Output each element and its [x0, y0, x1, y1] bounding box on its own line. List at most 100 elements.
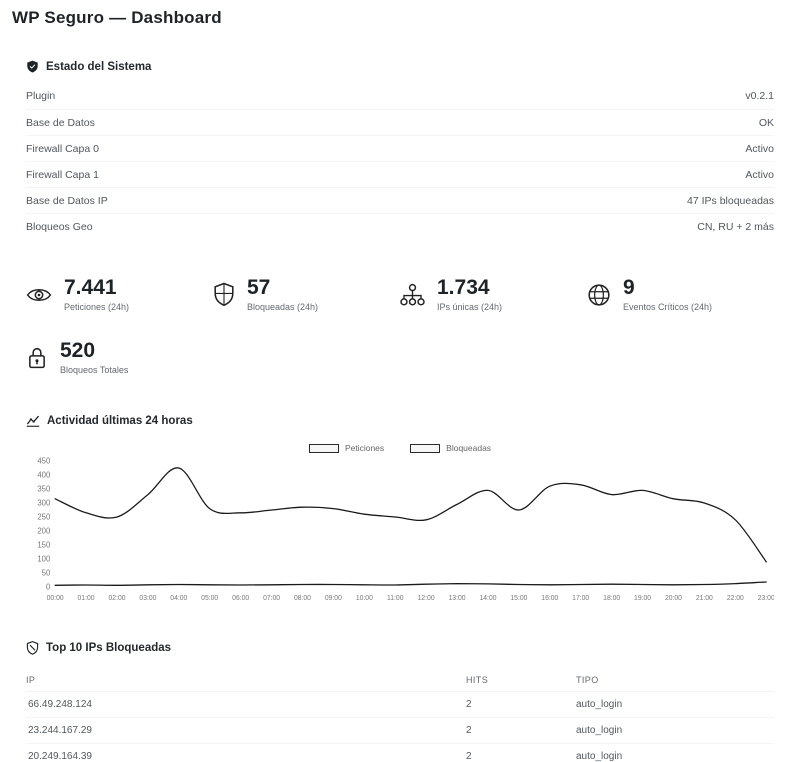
- status-label: Base de Datos IP: [26, 194, 108, 207]
- cell-ip: 20.249.164.39: [28, 751, 92, 762]
- svg-text:05:00: 05:00: [201, 595, 218, 602]
- stat-value: 520: [60, 339, 96, 363]
- stat-card-requests: 7.441 Peticiones (24h): [26, 276, 213, 313]
- stat-value: 57: [247, 276, 271, 299]
- svg-text:300: 300: [37, 498, 51, 507]
- stat-value: 7.441: [64, 276, 117, 299]
- status-label: Plugin: [26, 90, 56, 102]
- svg-text:200: 200: [37, 526, 51, 535]
- svg-text:04:00: 04:00: [170, 595, 187, 602]
- status-row-database: Base de Datos OK: [26, 109, 774, 135]
- blocked-ips-title: Top 10 IPs Bloqueadas: [46, 642, 172, 655]
- svg-text:13:00: 13:00: [449, 595, 466, 602]
- stat-label: Peticiones (24h): [64, 302, 130, 313]
- status-value: OK: [758, 116, 774, 129]
- legend-item-peticiones[interactable]: Peticiones: [308, 443, 385, 454]
- svg-text:350: 350: [37, 484, 51, 493]
- table-header-row: IP HITS TIPO: [26, 669, 774, 691]
- shield-ban-icon: [26, 641, 39, 655]
- eye-icon: [26, 284, 52, 306]
- svg-text:09:00: 09:00: [325, 595, 342, 602]
- status-row-firewall-l0: Firewall Capa 0 Activo: [26, 135, 774, 161]
- svg-text:08:00: 08:00: [294, 595, 311, 602]
- status-row-plugin: Plugin v0.2.1: [26, 83, 774, 109]
- svg-text:01:00: 01:00: [78, 595, 95, 602]
- svg-text:100: 100: [37, 554, 51, 563]
- stat-card-blocked: 57 Bloqueadas (24h): [213, 276, 400, 313]
- status-rows: Plugin v0.2.1 Base de Datos OK Firewall …: [26, 83, 774, 239]
- status-value: CN, RU + 2 más: [697, 220, 774, 233]
- cell-tipo: auto_login: [576, 699, 623, 711]
- status-value: 47 IPs bloqueadas: [687, 194, 774, 207]
- globe-icon: [587, 283, 611, 307]
- status-label: Firewall Capa 0: [26, 142, 99, 155]
- svg-text:450: 450: [37, 456, 51, 465]
- chart-area: 0 50 100 150 200 250 300 350 400 450 00:00 01:00 02:…: [26, 455, 774, 607]
- cell-ip: 66.49.248.124: [28, 699, 92, 711]
- page-title: WP Seguro — Dashboard: [12, 8, 222, 27]
- status-row-ip-database: Base de Datos IP 47 IPs bloqueadas: [26, 187, 774, 213]
- svg-text:20:00: 20:00: [665, 595, 682, 602]
- status-label: Base de Datos: [26, 116, 95, 129]
- lock-icon: [26, 345, 48, 370]
- blocked-ips-header: Top 10 IPs Bloqueadas: [26, 641, 774, 655]
- chart-legend: Peticiones Bloqueadas: [26, 443, 774, 453]
- svg-text:21:00: 21:00: [696, 595, 713, 602]
- legend-label: Peticiones: [344, 443, 385, 454]
- cell-hits: 2: [466, 699, 472, 711]
- col-header-hits: HITS: [466, 675, 489, 686]
- svg-text:150: 150: [37, 540, 51, 549]
- cell-tipo: auto_login: [576, 751, 623, 762]
- svg-text:23:00: 23:00: [758, 595, 774, 602]
- stats-grid: 7.441 Peticiones (24h) 57 Bloqueadas (24…: [12, 276, 788, 376]
- system-status-panel: Estado del Sistema Plugin v0.2.1 Base de…: [12, 60, 788, 239]
- svg-text:19:00: 19:00: [634, 595, 651, 602]
- line-chart-icon: [26, 415, 40, 427]
- svg-text:02:00: 02:00: [109, 595, 126, 602]
- stat-card-critical-events: 9 Eventos Críticos (24h): [587, 276, 774, 313]
- status-value: Activo: [745, 168, 774, 181]
- svg-text:17:00: 17:00: [572, 595, 589, 602]
- table-row: 23.244.167.29 2 auto_login: [26, 717, 774, 743]
- status-label: Firewall Capa 1: [26, 168, 99, 181]
- col-header-ip: IP: [26, 675, 36, 686]
- stat-value: 9: [623, 276, 635, 299]
- legend-label: Bloqueadas: [446, 443, 492, 454]
- system-status-header: Estado del Sistema: [26, 60, 774, 73]
- stat-label: Eventos Críticos (24h): [623, 302, 713, 313]
- stat-card-unique-ips: 1.734 IPs únicas (24h): [400, 276, 587, 313]
- status-row-firewall-l1: Firewall Capa 1 Activo: [26, 161, 774, 187]
- svg-text:0: 0: [46, 582, 51, 591]
- legend-item-bloqueadas[interactable]: Bloqueadas: [410, 443, 491, 453]
- stat-card-total-blocks: 520 Bloqueos Totales: [26, 339, 213, 376]
- status-value: v0.2.1: [745, 90, 774, 102]
- svg-text:400: 400: [37, 470, 51, 479]
- activity-chart-header: Actividad últimas 24 horas: [26, 415, 774, 427]
- status-value: Activo: [745, 142, 774, 155]
- shield-icon: [26, 60, 39, 73]
- cell-hits: 2: [466, 725, 472, 737]
- svg-text:00:00: 00:00: [47, 595, 64, 602]
- col-header-tipo: TIPO: [576, 675, 599, 686]
- cell-ip: 23.244.167.29: [28, 725, 92, 737]
- legend-swatch-bloqueadas: [410, 443, 441, 453]
- blocked-ips-panel: Top 10 IPs Bloqueadas IP HITS TIPO 66.49…: [12, 641, 788, 762]
- cell-hits: 2: [466, 751, 472, 762]
- blocked-ips-table: IP HITS TIPO 66.49.248.124 2 auto_login …: [26, 669, 774, 762]
- cell-tipo: auto_login: [576, 725, 623, 737]
- activity-chart-panel: Actividad últimas 24 horas Peticiones Bl…: [12, 415, 788, 607]
- status-label: Bloqueos Geo: [26, 220, 93, 233]
- svg-text:03:00: 03:00: [139, 595, 156, 602]
- stat-value: 1.734: [437, 276, 490, 299]
- stat-label: Bloqueadas (24h): [247, 302, 319, 313]
- legend-swatch-peticiones: [308, 443, 339, 453]
- svg-text:14:00: 14:00: [480, 595, 497, 602]
- stat-label: IPs únicas (24h): [437, 302, 503, 313]
- network-icon: [400, 283, 425, 307]
- shield-icon: [213, 282, 235, 307]
- svg-text:07:00: 07:00: [263, 595, 280, 602]
- svg-text:10:00: 10:00: [356, 595, 373, 602]
- stat-label: Bloqueos Totales: [60, 365, 129, 376]
- table-row: 20.249.164.39 2 auto_login: [26, 743, 774, 762]
- svg-text:11:00: 11:00: [387, 595, 404, 602]
